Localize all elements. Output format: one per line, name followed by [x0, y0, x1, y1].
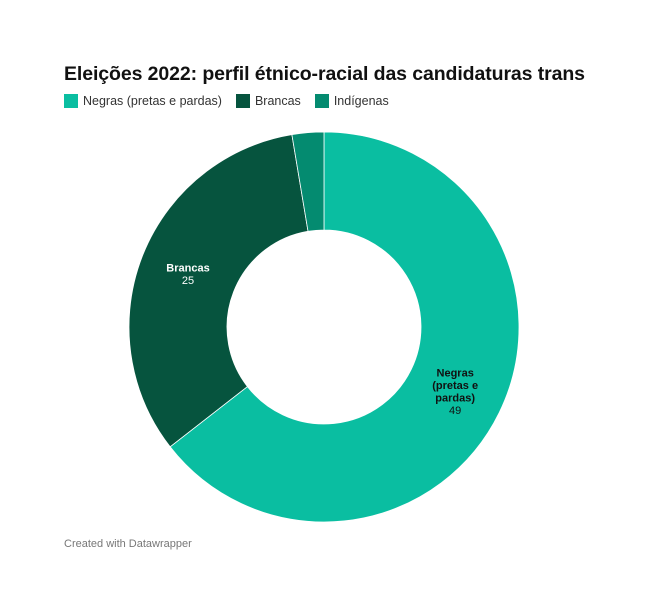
- chart-title: Eleições 2022: perfil étnico-racial das …: [64, 63, 585, 85]
- slice-label-brancas: Brancas 25: [166, 263, 209, 288]
- slice-label-name: Negras: [437, 367, 474, 379]
- slice-indigenas: [291, 131, 325, 232]
- slice-label-value: 25: [182, 275, 194, 287]
- slice-label-negras: Negras (pretas e pardas) 49: [432, 367, 478, 417]
- legend-swatch-indigenas: [314, 94, 329, 108]
- legend-swatch-brancas: [235, 94, 250, 108]
- legend-label-brancas: Brancas: [254, 94, 301, 108]
- slice-negras: [169, 131, 520, 523]
- legend: Negras (pretas e pardas) Brancas Indígen…: [64, 94, 403, 108]
- legend-label-negras: Negras (pretas e pardas): [83, 94, 222, 108]
- legend-item-brancas: Brancas: [235, 94, 301, 108]
- slice-brancas: [128, 134, 309, 448]
- footer-credit: Created with Datawrapper: [64, 538, 192, 550]
- slice-label-value: 49: [449, 405, 461, 417]
- slice-label-name: pardas): [435, 392, 475, 404]
- legend-swatch-negras: [64, 94, 78, 108]
- slice-label-name: Brancas: [166, 263, 209, 275]
- legend-item-negras: Negras (pretas e pardas): [64, 94, 222, 108]
- legend-item-indigenas: Indígenas: [314, 94, 389, 108]
- legend-label-indigenas: Indígenas: [333, 94, 389, 108]
- slice-label-name: (pretas e: [432, 380, 478, 392]
